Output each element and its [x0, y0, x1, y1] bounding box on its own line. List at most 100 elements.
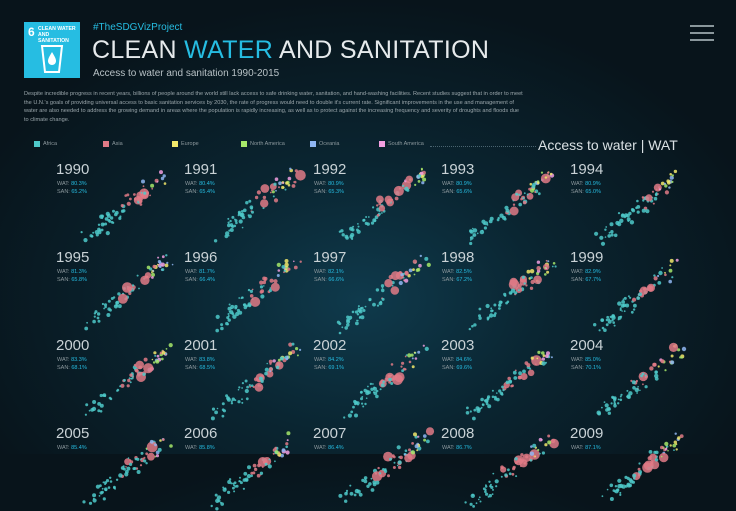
country-point[interactable] [487, 404, 492, 409]
country-point[interactable] [485, 303, 490, 309]
country-point[interactable] [499, 391, 504, 395]
country-point[interactable] [542, 354, 546, 357]
country-point[interactable] [384, 468, 387, 471]
country-point[interactable] [679, 356, 682, 359]
country-point[interactable] [628, 391, 633, 396]
country-point[interactable] [122, 465, 125, 468]
country-point[interactable] [650, 455, 652, 458]
country-point[interactable] [544, 273, 547, 276]
country-point[interactable] [370, 221, 375, 225]
country-point[interactable] [609, 483, 614, 488]
country-point[interactable] [629, 220, 635, 225]
country-point[interactable] [227, 480, 232, 484]
country-point[interactable] [412, 268, 415, 271]
country-point[interactable] [253, 467, 258, 472]
country-point[interactable] [115, 304, 118, 307]
country-point[interactable] [355, 321, 359, 326]
country-point[interactable] [405, 175, 414, 184]
country-point[interactable] [368, 482, 372, 486]
country-point[interactable] [664, 184, 668, 188]
country-point[interactable] [372, 218, 377, 223]
country-point[interactable] [493, 303, 497, 307]
country-point[interactable] [105, 231, 110, 236]
country-point[interactable] [132, 288, 135, 291]
country-point[interactable] [420, 174, 424, 179]
country-point[interactable] [416, 449, 419, 452]
country-point[interactable] [607, 234, 611, 238]
country-point[interactable] [669, 173, 672, 176]
country-point[interactable] [506, 300, 510, 304]
country-point[interactable] [536, 266, 541, 271]
country-point[interactable] [523, 282, 526, 285]
country-point[interactable] [368, 297, 372, 302]
country-point[interactable] [645, 194, 653, 202]
country-point[interactable] [424, 346, 429, 351]
country-point[interactable] [126, 384, 130, 388]
country-point[interactable] [512, 203, 516, 206]
country-point[interactable] [654, 373, 659, 379]
country-point[interactable] [657, 274, 660, 278]
country-point[interactable] [103, 303, 108, 307]
country-point[interactable] [157, 263, 159, 266]
country-point[interactable] [377, 466, 380, 470]
country-point[interactable] [169, 444, 173, 448]
country-point[interactable] [250, 474, 253, 478]
country-point[interactable] [355, 401, 360, 405]
country-point[interactable] [259, 471, 264, 475]
country-point[interactable] [388, 377, 392, 382]
country-point[interactable] [159, 439, 162, 442]
country-point[interactable] [657, 281, 662, 285]
country-point[interactable] [401, 369, 404, 373]
year-panel[interactable]: 1994 WAT: 80.9% SAN: 65.0% [570, 161, 698, 247]
country-point[interactable] [129, 459, 132, 462]
country-point[interactable] [365, 397, 368, 399]
country-point[interactable] [413, 273, 416, 276]
country-point[interactable] [638, 292, 642, 296]
country-point[interactable] [502, 388, 505, 392]
country-point[interactable] [379, 388, 382, 391]
country-point[interactable] [228, 234, 230, 237]
country-point[interactable] [389, 457, 392, 461]
country-point[interactable] [288, 342, 293, 347]
country-point[interactable] [394, 375, 398, 379]
country-point[interactable] [262, 276, 267, 281]
country-point[interactable] [551, 265, 554, 268]
country-point[interactable] [381, 212, 383, 214]
country-point[interactable] [259, 385, 262, 387]
country-point[interactable] [92, 493, 97, 498]
country-point[interactable] [392, 455, 396, 459]
country-point[interactable] [375, 389, 379, 393]
country-point[interactable] [641, 208, 646, 213]
country-point[interactable] [143, 191, 147, 195]
country-point[interactable] [360, 315, 365, 320]
country-point[interactable] [353, 399, 357, 404]
legend-item[interactable]: Asia [103, 141, 172, 147]
country-point[interactable] [425, 427, 435, 436]
country-point[interactable] [604, 403, 609, 408]
country-point[interactable] [390, 286, 400, 295]
country-point[interactable] [633, 477, 636, 480]
country-point[interactable] [160, 262, 165, 267]
country-point[interactable] [278, 181, 282, 185]
country-point[interactable] [529, 459, 533, 462]
country-point[interactable] [234, 304, 238, 309]
country-point[interactable] [491, 389, 494, 392]
country-point[interactable] [649, 366, 654, 371]
country-point[interactable] [277, 358, 281, 362]
country-point[interactable] [117, 293, 128, 304]
country-point[interactable] [417, 350, 421, 354]
country-point[interactable] [614, 485, 618, 488]
country-point[interactable] [532, 443, 537, 448]
country-point[interactable] [599, 235, 604, 240]
country-point[interactable] [287, 183, 291, 187]
country-point[interactable] [530, 356, 534, 360]
country-point[interactable] [413, 351, 416, 354]
country-point[interactable] [346, 315, 350, 319]
country-point[interactable] [341, 233, 345, 237]
country-point[interactable] [608, 231, 611, 234]
country-point[interactable] [673, 440, 677, 444]
country-point[interactable] [495, 485, 498, 488]
country-point[interactable] [619, 493, 622, 496]
country-point[interactable] [340, 229, 344, 233]
country-point[interactable] [607, 411, 611, 415]
